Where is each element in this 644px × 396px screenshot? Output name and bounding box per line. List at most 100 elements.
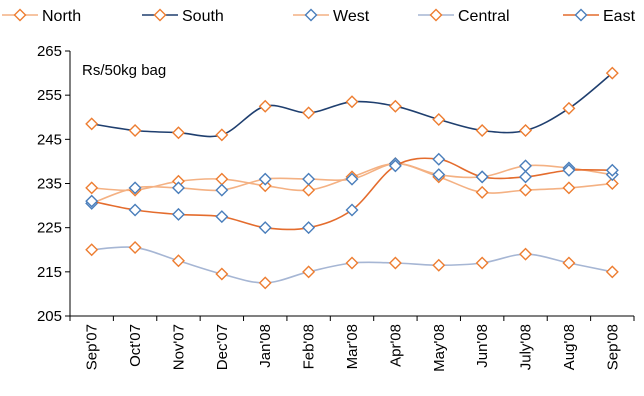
legend-marker: [304, 8, 318, 22]
data-point: [215, 172, 229, 186]
data-point: [388, 159, 402, 173]
y-tick-label: 235: [37, 176, 62, 193]
x-tick-label: Dec'07: [214, 324, 231, 370]
data-point: [605, 66, 619, 80]
y-tick-label: 205: [37, 308, 62, 325]
legend-label: North: [42, 8, 81, 25]
data-point: [432, 112, 446, 126]
legend-marker: [13, 8, 27, 22]
data-point: [85, 117, 99, 131]
legend-marker: [574, 8, 588, 22]
data-point: [475, 124, 489, 137]
data-point: [432, 152, 446, 166]
data-point: [258, 172, 272, 186]
x-tick-label: Jan'08: [257, 324, 274, 368]
y-tick-label: 225: [37, 220, 62, 237]
data-point: [215, 128, 229, 142]
chart-legend: North South West Central East: [2, 8, 636, 25]
data-point: [345, 256, 359, 270]
data-point: [388, 99, 402, 113]
x-tick-label: Oct'07: [127, 324, 144, 367]
data-point: [171, 254, 185, 268]
data-point: [302, 265, 316, 279]
data-point: [345, 95, 359, 109]
series-layer: [85, 66, 619, 290]
data-point: [605, 177, 619, 190]
data-point: [519, 170, 533, 184]
series-central: [85, 241, 619, 290]
data-point: [171, 126, 185, 140]
legend-item-west: West: [293, 8, 370, 25]
legend-item-south: South: [142, 8, 224, 25]
data-point: [302, 221, 316, 235]
x-tick-label: Sep'07: [84, 324, 101, 370]
data-point: [302, 172, 316, 186]
data-point: [475, 185, 489, 199]
y-tick-label: 265: [37, 43, 62, 60]
data-point: [562, 101, 576, 115]
x-tick-label: Apr'08: [387, 324, 404, 367]
data-point: [258, 179, 272, 193]
data-point: [128, 241, 142, 255]
legend-label: West: [333, 8, 370, 25]
legend-label: Central: [458, 8, 510, 25]
legend-label: East: [603, 8, 636, 25]
data-point: [258, 276, 272, 290]
data-point: [128, 124, 142, 137]
data-point: [302, 183, 316, 197]
data-point: [302, 106, 316, 120]
data-point: [605, 265, 619, 279]
x-tick-label: Feb'08: [301, 324, 318, 369]
data-point: [519, 159, 533, 173]
legend-label: South: [182, 8, 224, 25]
data-point: [432, 168, 446, 182]
x-tick-label: Sep'08: [604, 324, 621, 370]
data-point: [345, 203, 359, 217]
data-point: [562, 181, 576, 195]
data-point: [128, 181, 142, 195]
legend-item-central: Central: [418, 8, 510, 25]
legend-item-east: East: [563, 8, 636, 25]
legend-marker: [429, 8, 443, 22]
series-line-east: [91, 157, 613, 231]
x-tick-label: Jun'08: [474, 324, 491, 368]
data-point: [128, 203, 142, 217]
series-south: [85, 66, 619, 142]
data-point: [345, 172, 359, 186]
unit-label: Rs/50kg bag: [82, 62, 166, 79]
data-point: [475, 170, 489, 184]
legend-item-north: North: [2, 8, 81, 25]
data-point: [519, 247, 533, 261]
y-tick-label: 215: [37, 264, 62, 281]
data-point: [85, 243, 99, 257]
x-tick-label: Mar'08: [344, 324, 361, 369]
data-point: [519, 183, 533, 197]
legend-marker: [153, 8, 167, 22]
series-east: [85, 152, 619, 235]
data-point: [562, 163, 576, 177]
data-point: [215, 267, 229, 281]
x-tick-label: May'08: [431, 324, 448, 372]
x-tick-label: Aug'08: [561, 324, 578, 370]
data-point: [388, 256, 402, 270]
data-point: [432, 258, 446, 272]
data-point: [85, 194, 99, 208]
data-point: [215, 183, 229, 197]
data-point: [85, 181, 99, 195]
y-tick-label: 245: [37, 131, 62, 148]
data-point: [475, 256, 489, 270]
x-axis: Sep'07 Oct'07 Nov'07 Dec'07 Jan'08 Feb'08 Mar'…: [69, 315, 635, 372]
data-point: [171, 207, 185, 221]
data-point: [258, 99, 272, 113]
data-point: [258, 221, 272, 235]
y-axis: 205 215 225 235 245 255 265: [37, 43, 71, 325]
data-point: [605, 163, 619, 177]
data-point: [171, 181, 185, 195]
data-point: [562, 256, 576, 270]
x-tick-label: Nov'07: [170, 324, 187, 370]
x-tick-label: July'08: [518, 324, 535, 370]
y-tick-label: 255: [37, 87, 62, 104]
data-point: [519, 124, 533, 137]
data-point: [215, 210, 229, 224]
